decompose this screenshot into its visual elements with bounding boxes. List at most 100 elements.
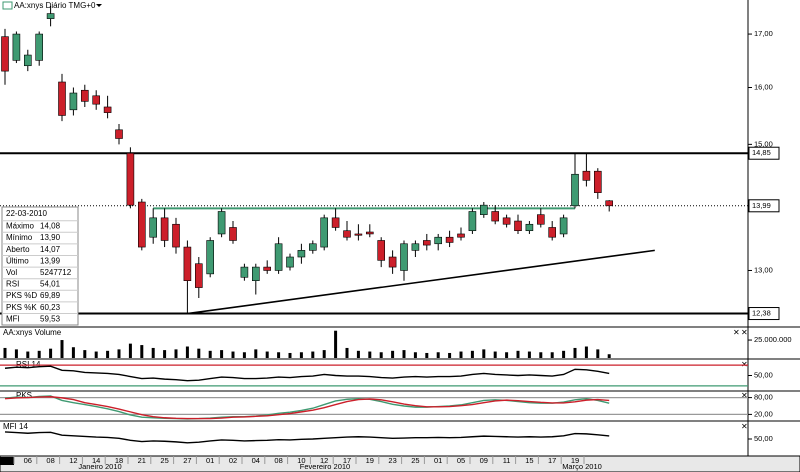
y-tick-label: 80,00 <box>754 393 773 402</box>
volume-bar <box>516 350 520 358</box>
candle-body <box>457 233 465 238</box>
info-label: Último <box>6 256 29 265</box>
candle-body <box>172 223 180 248</box>
price-marker-box <box>748 199 780 213</box>
pane-title: MFI 14 <box>3 422 28 431</box>
price-marker-box <box>748 307 780 321</box>
price-marker-label: 14,85 <box>752 148 771 157</box>
volume-bar <box>71 347 75 358</box>
candle-body <box>479 204 488 215</box>
volume-bar <box>265 351 269 358</box>
candle-body <box>491 211 500 222</box>
volume-bar <box>37 350 41 358</box>
candle-body <box>69 92 78 111</box>
pane-title: PKS <box>16 391 32 400</box>
y-tick-label: 20,00 <box>754 409 773 418</box>
volume-bar <box>231 351 235 358</box>
volume-bar <box>345 347 349 358</box>
x-tick-label: 08 <box>274 456 282 465</box>
volume-bar <box>391 350 395 358</box>
price-marker-label: 12,38 <box>752 309 771 318</box>
pane-title: AA:xnys Volume <box>3 328 62 337</box>
candle-body <box>115 129 123 139</box>
candle-body <box>388 256 397 268</box>
volume-bar <box>334 330 338 358</box>
x-tick-label: 25 <box>160 456 168 465</box>
info-value: 14,08 <box>40 222 61 231</box>
y-tick-label: 17,00 <box>754 29 773 38</box>
candle-body <box>525 223 534 232</box>
y-tick-label: 16,00 <box>754 82 773 91</box>
x-tick-label: 19 <box>366 456 374 465</box>
x-tick-label: 04 <box>252 456 260 465</box>
indicator-line <box>4 431 610 444</box>
y-tick-label: 15,00 <box>754 139 773 148</box>
volume-bar <box>3 347 7 358</box>
candle-body <box>582 170 591 181</box>
chart-title: AA:xnys Diário TMG+0 <box>14 1 96 10</box>
close-icon[interactable]: ✕ <box>741 422 748 431</box>
x-tick-label: 23 <box>388 456 396 465</box>
price-marker-label: 13,99 <box>752 201 771 210</box>
x-axis-band <box>0 455 800 472</box>
volume-bar <box>185 346 189 358</box>
x-tick-label: 09 <box>480 456 488 465</box>
volume-bar <box>482 349 486 358</box>
x-tick-label: 12 <box>69 456 77 465</box>
candle-body <box>571 173 579 207</box>
x-tick-label: 15 <box>525 456 533 465</box>
volume-bar <box>163 350 167 358</box>
candle-body <box>81 89 89 102</box>
volume-bar <box>174 349 178 358</box>
info-value: 54,01 <box>40 280 61 289</box>
candle-body <box>1 36 9 72</box>
volume-bar <box>493 351 497 358</box>
info-value: 5247712 <box>40 268 72 277</box>
symbol-icon <box>2 1 13 10</box>
info-label: PKS %D <box>6 291 37 300</box>
candle-body <box>126 152 135 206</box>
volume-bar <box>584 346 588 358</box>
candle-body <box>92 95 100 105</box>
x-tick-label: 18 <box>115 456 123 465</box>
x-tick-label: 14 <box>92 456 100 465</box>
candle-body <box>468 211 477 232</box>
candle-body <box>411 243 420 251</box>
volume-bar <box>596 349 600 358</box>
close-icon[interactable]: ✕ <box>733 328 740 337</box>
candle-body <box>138 201 146 248</box>
info-label: Mínimo <box>6 233 33 242</box>
volume-bar <box>402 350 406 358</box>
volume-bar <box>128 343 132 358</box>
close-icon[interactable]: ✕ <box>741 328 748 337</box>
volume-bar <box>607 354 611 358</box>
volume-bar <box>14 349 18 358</box>
candle-body <box>422 240 431 246</box>
candle-body <box>445 236 454 243</box>
dropdown-arrow[interactable] <box>96 4 102 7</box>
candle-body <box>263 266 272 271</box>
indicator-line <box>4 365 610 382</box>
y-tick-label: 13,00 <box>754 265 773 274</box>
month-label: Janeiro 2010 <box>78 462 121 471</box>
info-value: 60,23 <box>40 303 61 312</box>
candle-body <box>593 170 602 193</box>
candle-body <box>536 214 545 225</box>
candle-body <box>308 243 317 251</box>
volume-bar <box>322 350 326 358</box>
month-label: Março 2010 <box>562 462 602 471</box>
info-value: 14,07 <box>40 245 61 254</box>
volume-bar <box>60 340 64 358</box>
x-tick-label: 17 <box>548 456 556 465</box>
close-icon[interactable]: ✕ <box>741 391 748 400</box>
volume-bar <box>288 352 292 358</box>
info-label: PKS %K <box>6 303 37 312</box>
volume-bar <box>208 350 212 358</box>
candle-body <box>605 200 614 207</box>
volume-bar <box>550 352 554 358</box>
info-label: MFI <box>6 314 20 323</box>
volume-bar <box>425 352 429 358</box>
candle-body <box>240 266 249 278</box>
candle-body <box>149 217 157 238</box>
